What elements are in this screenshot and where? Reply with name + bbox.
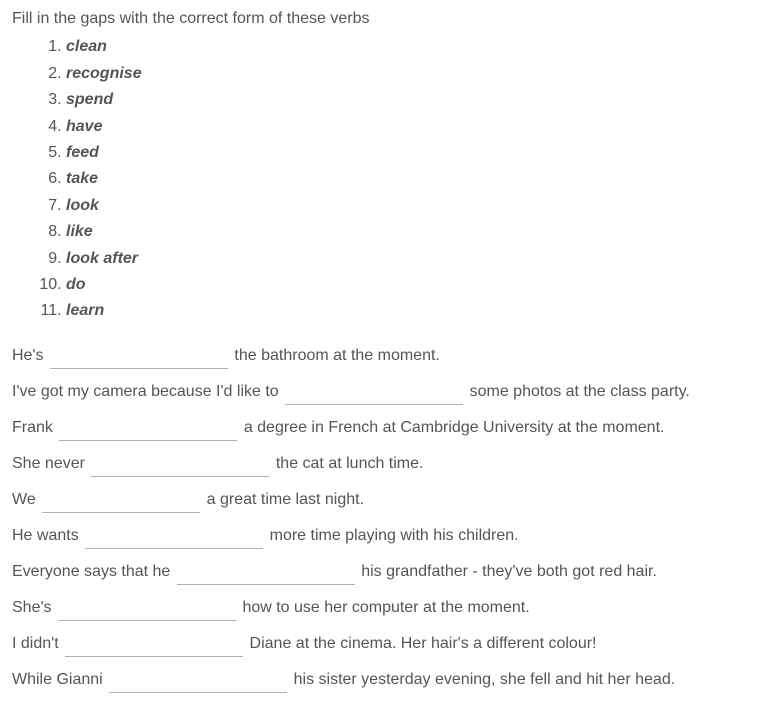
verb-item: do <box>66 272 751 298</box>
sentence-pre: I've got my camera because I'd like to <box>12 383 279 400</box>
gap-input[interactable] <box>58 598 236 621</box>
verb-item: look <box>66 193 751 219</box>
sentence-post: the cat at lunch time. <box>276 455 424 472</box>
sentence-pre: She's <box>12 599 52 616</box>
verb-item: like <box>66 219 751 245</box>
sentence-pre: While Gianni <box>12 671 103 688</box>
sentence-post: his grandfather - they've both got red h… <box>361 563 657 580</box>
sentence-post: more time playing with his children. <box>270 527 519 544</box>
sentence-pre: Frank <box>12 419 53 436</box>
sentence-post: a degree in French at Cambridge Universi… <box>244 419 665 436</box>
gap-input[interactable] <box>91 454 269 477</box>
sentence-post: his sister yesterday evening, she fell a… <box>294 671 676 688</box>
sentence-row: She's how to use her computer at the mom… <box>12 597 751 621</box>
verb-item: have <box>66 114 751 140</box>
verb-item: take <box>66 166 751 192</box>
verb-item: look after <box>66 246 751 272</box>
gap-input[interactable] <box>42 490 200 513</box>
sentence-row: Frank a degree in French at Cambridge Un… <box>12 417 751 441</box>
sentence-row: I've got my camera because I'd like to s… <box>12 381 751 405</box>
sentence-pre: Everyone says that he <box>12 563 170 580</box>
gap-input[interactable] <box>65 634 243 657</box>
sentence-pre: He's <box>12 347 44 364</box>
verb-item: feed <box>66 140 751 166</box>
sentence-pre: We <box>12 491 36 508</box>
sentence-row: We a great time last night. <box>12 489 751 513</box>
sentence-post: how to use her computer at the moment. <box>242 599 529 616</box>
verb-list: clean recognise spend have feed take loo… <box>12 34 751 324</box>
gap-input[interactable] <box>177 562 355 585</box>
verb-item: clean <box>66 34 751 60</box>
verb-item: learn <box>66 298 751 324</box>
sentence-pre: I didn't <box>12 635 59 652</box>
sentence-pre: He wants <box>12 527 79 544</box>
sentence-post: some photos at the class party. <box>470 383 690 400</box>
sentence-row: He's the bathroom at the moment. <box>12 345 751 369</box>
gap-input[interactable] <box>285 382 463 405</box>
sentence-row: I didn't Diane at the cinema. Her hair's… <box>12 633 751 657</box>
verb-item: spend <box>66 87 751 113</box>
sentences-block: He's the bathroom at the moment. I've go… <box>12 345 751 693</box>
sentence-pre: She never <box>12 455 85 472</box>
sentence-post: a great time last night. <box>207 491 364 508</box>
sentence-row: She never the cat at lunch time. <box>12 453 751 477</box>
gap-input[interactable] <box>59 418 237 441</box>
sentence-row: While Gianni his sister yesterday evenin… <box>12 669 751 693</box>
gap-input[interactable] <box>85 526 263 549</box>
sentence-post: Diane at the cinema. Her hair's a differ… <box>250 635 597 652</box>
instruction-text: Fill in the gaps with the correct form o… <box>12 8 751 30</box>
gap-input[interactable] <box>109 670 287 693</box>
sentence-post: the bathroom at the moment. <box>234 347 439 364</box>
gap-input[interactable] <box>50 346 228 369</box>
verb-item: recognise <box>66 61 751 87</box>
sentence-row: He wants more time playing with his chil… <box>12 525 751 549</box>
sentence-row: Everyone says that he his grandfather - … <box>12 561 751 585</box>
